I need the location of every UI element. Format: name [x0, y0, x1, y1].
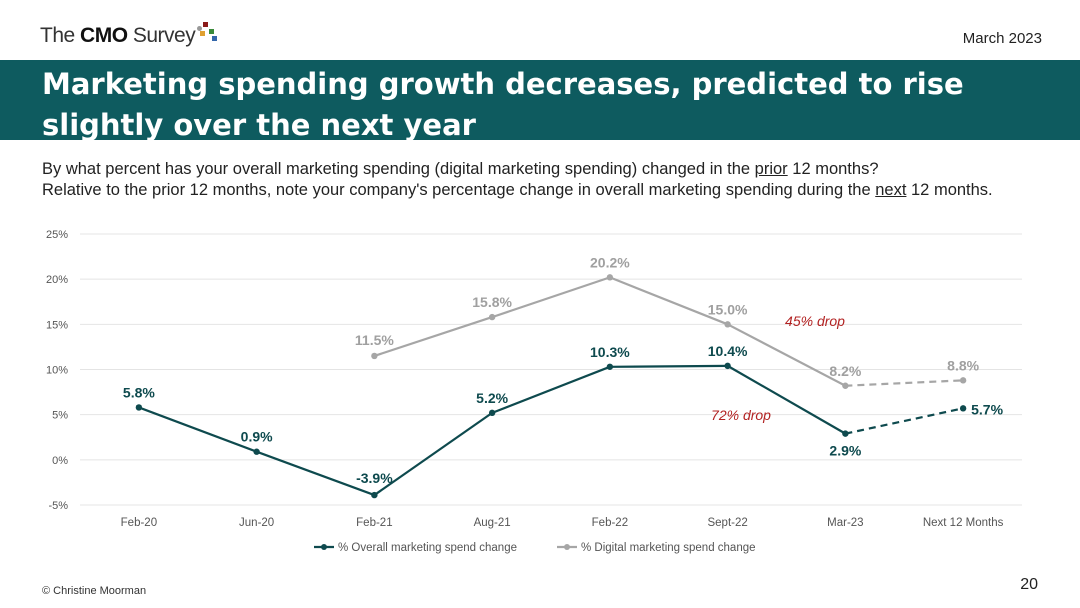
series-1-point	[606, 274, 614, 281]
series-1-point	[724, 321, 731, 328]
series-1-segment	[609, 276, 729, 326]
series-0-segment	[256, 450, 375, 497]
x-tick-label: Aug-21	[474, 517, 511, 529]
data-label: 5.2%	[476, 390, 508, 406]
annotation-digital-drop: 45% drop	[785, 313, 845, 329]
series-0-segment	[609, 364, 728, 368]
copyright: © Christine Moorman	[42, 585, 147, 597]
series-0-point	[135, 404, 143, 411]
series-0-point	[253, 448, 260, 455]
series-1-point	[842, 382, 849, 389]
data-label: 10.3%	[590, 344, 630, 360]
y-tick-label: 10%	[46, 365, 68, 377]
page-title: Marketing spending growth decreases, pre…	[42, 67, 964, 142]
survey-question: By what percent has your overall marketi…	[42, 160, 993, 199]
x-tick-label: Sept-22	[707, 517, 747, 529]
series-0-segment	[845, 407, 964, 435]
data-label: 0.9%	[241, 429, 273, 445]
series-1-point	[371, 352, 378, 360]
series-0-segment	[727, 364, 846, 435]
series-0-point	[842, 430, 849, 437]
data-label: 2.9%	[829, 443, 861, 459]
report-date: March 2023	[962, 30, 1042, 47]
series-0-segment	[373, 411, 493, 496]
series-0-point	[959, 405, 967, 412]
cmo-survey-logo: The CMO Survey	[40, 22, 221, 48]
legend-marker	[564, 544, 570, 550]
series-0-segment	[138, 406, 258, 453]
data-label: 5.8%	[123, 384, 155, 400]
data-label: 20.2%	[590, 254, 630, 270]
x-tick-label: Feb-22	[592, 517, 628, 529]
data-label: 8.8%	[947, 357, 979, 373]
title-band	[0, 60, 1080, 140]
y-tick-label: 0%	[52, 455, 68, 467]
y-tick-label: 25%	[46, 229, 68, 241]
y-tick-label: 20%	[46, 274, 68, 286]
series-1-point	[488, 313, 496, 321]
series-1-segment	[491, 276, 611, 319]
series-0-point	[724, 362, 731, 370]
data-label: 11.5%	[355, 332, 394, 348]
data-label: 8.2%	[829, 363, 861, 379]
series-1-segment	[374, 316, 493, 357]
legend-label: % Overall marketing spend change	[338, 542, 517, 554]
annotation-overall-drop: 72% drop	[711, 407, 771, 423]
series-1-point	[959, 377, 967, 384]
legend-marker	[321, 544, 327, 550]
series-0-point	[371, 491, 378, 499]
x-tick-label: Jun-20	[239, 517, 274, 529]
series-0-point	[606, 363, 614, 370]
legend-label: % Digital marketing spend change	[581, 542, 756, 554]
x-tick-label: Feb-21	[356, 517, 392, 529]
data-label: 10.4%	[708, 343, 748, 359]
x-tick-label: Next 12 Months	[923, 517, 1004, 529]
page-number: 20	[1020, 576, 1038, 593]
data-label: 15.8%	[472, 294, 512, 310]
series-1-segment	[727, 323, 846, 387]
data-label: -3.9%	[356, 470, 393, 486]
x-tick-label: Mar-23	[827, 517, 863, 529]
series-0-segment	[491, 365, 611, 414]
data-label: 15.0%	[708, 301, 748, 317]
y-tick-label: 5%	[52, 410, 68, 422]
y-tick-label: 15%	[46, 319, 68, 331]
series-0-point	[488, 409, 496, 417]
y-tick-label: -5%	[48, 500, 68, 512]
data-label: 5.7%	[971, 401, 1003, 417]
x-tick-label: Feb-20	[121, 517, 157, 529]
series-1-segment	[845, 379, 964, 387]
